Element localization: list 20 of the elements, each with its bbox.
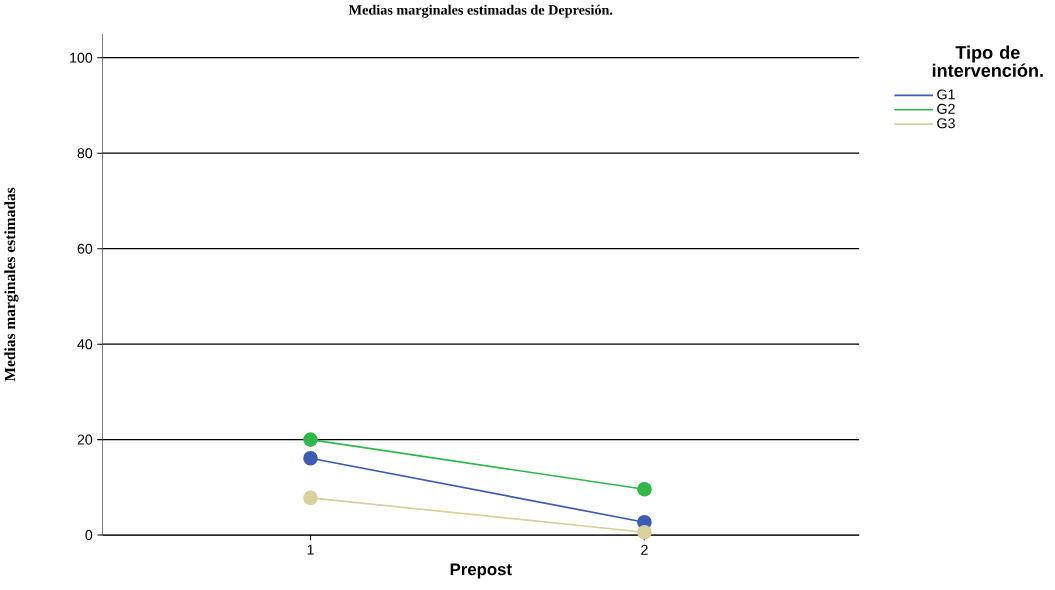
y-tick-label: 60 xyxy=(77,243,93,254)
point xyxy=(637,524,652,540)
y-tick-label: 100 xyxy=(70,52,93,63)
point xyxy=(303,490,318,506)
legend-label: G2 xyxy=(937,103,955,114)
x-tick-label: 1 xyxy=(307,544,314,555)
legend-label: G3 xyxy=(937,118,955,129)
x-tick-label: 2 xyxy=(641,544,648,555)
legend-title: Tipo de intervención. xyxy=(932,45,1043,77)
y-tick-label: 0 xyxy=(85,529,93,540)
point xyxy=(637,481,652,497)
legend-label: G1 xyxy=(937,89,955,100)
y-axis-title: Medias marginales estimadas xyxy=(4,187,19,382)
x-axis-title: Prepost xyxy=(450,563,512,579)
point xyxy=(303,432,318,447)
y-tick-label: 40 xyxy=(77,339,93,350)
chart-title: Medias marginales estimadas de Depresión. xyxy=(348,4,613,18)
point xyxy=(303,450,318,466)
y-tick-label: 20 xyxy=(77,434,93,445)
y-tick-label: 80 xyxy=(77,148,93,159)
